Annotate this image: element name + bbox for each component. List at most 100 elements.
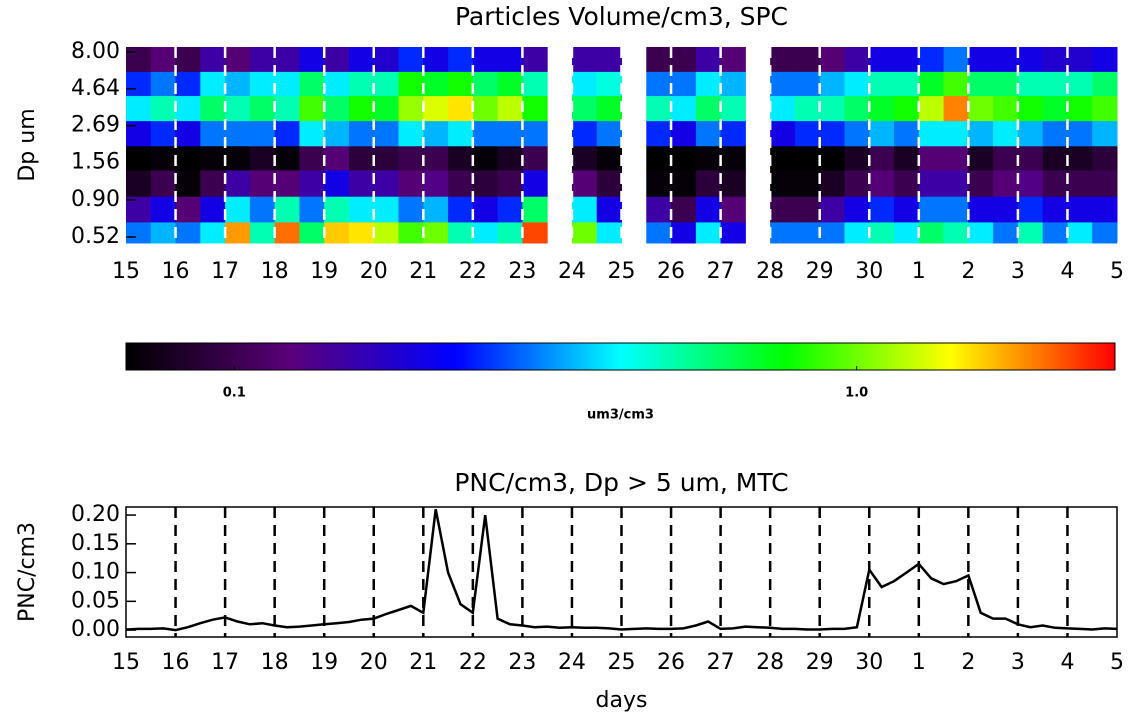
heatmap-cell — [720, 145, 746, 171]
heatmap-cell — [1067, 95, 1093, 122]
heatmap-cell — [150, 169, 177, 197]
colorbar-label: um3/cm3 — [587, 408, 654, 423]
heatmap-cell — [497, 71, 523, 97]
y-tick-label: 0.05 — [71, 588, 120, 613]
y-axis-label: Dp um — [15, 108, 40, 181]
heatmap-cell — [175, 169, 201, 197]
heatmap-cell — [844, 196, 870, 223]
heatmap-cell — [225, 95, 251, 122]
heatmap-cell — [869, 145, 895, 171]
heatmap-cell — [1092, 95, 1118, 122]
heatmap-cell — [249, 169, 276, 197]
heatmap-cell — [720, 47, 746, 72]
x-tick-label: 27 — [707, 259, 735, 284]
heatmap-cell — [869, 47, 895, 72]
heatmap-cell — [869, 95, 895, 122]
heatmap-cell — [126, 145, 152, 171]
heatmap-cell — [126, 71, 152, 97]
x-tick-label: 19 — [310, 650, 338, 675]
heatmap-cell — [720, 71, 746, 97]
heatmap-cell — [968, 47, 994, 72]
heatmap-cell — [398, 221, 424, 244]
heatmap-cell — [522, 120, 548, 147]
heatmap-cell — [274, 221, 300, 244]
heatmap-cell — [497, 120, 523, 147]
heatmap-cell — [126, 120, 152, 147]
heatmap-cells — [126, 47, 1118, 244]
heatmap-cell — [1042, 196, 1068, 223]
x-tick-label: 22 — [459, 650, 487, 675]
y-tick-label: 2.69 — [71, 113, 120, 138]
heatmap-cell — [448, 145, 474, 171]
heatmap-cell — [175, 95, 201, 122]
y-tick-label: 0.10 — [71, 560, 120, 585]
x-tick-label: 5 — [1110, 650, 1124, 675]
heatmap-cell — [918, 71, 945, 97]
heatmap-cell — [249, 196, 276, 223]
heatmap-cell — [373, 145, 400, 171]
heatmap-cell — [844, 169, 870, 197]
heatmap-cell — [869, 71, 895, 97]
heatmap-cell — [646, 120, 672, 147]
heatmap-cell — [720, 95, 746, 122]
heatmap-cell — [819, 71, 845, 97]
heatmap-cell — [1042, 95, 1068, 122]
heatmap-cell — [646, 196, 672, 223]
heatmap-cell — [943, 196, 969, 223]
heatmap-cell — [819, 95, 845, 122]
heatmap-cell — [373, 196, 400, 223]
heatmap-cell — [1017, 71, 1044, 97]
heatmap-cell — [968, 196, 994, 223]
heatmap-cell — [472, 221, 499, 244]
x-tick-label: 29 — [806, 259, 834, 284]
heatmap-cell — [968, 221, 994, 244]
x-tick-label: 18 — [261, 650, 289, 675]
heatmap-cell — [1042, 169, 1068, 197]
heatmap-cell — [497, 169, 523, 197]
heatmap-cell — [918, 221, 945, 244]
heatmap-cell — [373, 95, 400, 122]
heatmap-cell — [993, 169, 1019, 197]
x-tick-label: 19 — [310, 259, 338, 284]
chart-title: Particles Volume/cm3, SPC — [455, 2, 788, 31]
heatmap-cell — [1017, 221, 1044, 244]
heatmap-cell — [497, 196, 523, 223]
heatmap-cell — [720, 196, 746, 223]
y-axis-label: PNC/cm3 — [15, 522, 40, 622]
heatmap-cell — [423, 145, 449, 171]
heatmap-cell — [373, 71, 400, 97]
heatmap-cell — [150, 120, 177, 147]
heatmap-cell — [448, 95, 474, 122]
heatmap-cell — [472, 196, 499, 223]
x-tick-label: 15 — [112, 650, 140, 675]
heatmap-cell — [1067, 47, 1093, 72]
heatmap-cell — [571, 95, 598, 122]
heatmap-cell — [844, 120, 870, 147]
heatmap-cell — [1017, 47, 1044, 72]
heatmap-cell — [497, 145, 523, 171]
heatmap-cell — [918, 145, 945, 171]
heatmap-cell — [596, 120, 622, 147]
heatmap-cell — [150, 95, 177, 122]
heatmap-cell — [423, 95, 449, 122]
heatmap-cell — [522, 196, 548, 223]
heatmap-cell — [423, 196, 449, 223]
heatmap-cell — [274, 196, 300, 223]
heatmap-cell — [373, 47, 400, 72]
heatmap-cell — [571, 120, 598, 147]
heatmap-cell — [695, 120, 722, 147]
heatmap-cell — [918, 95, 945, 122]
heatmap-cell — [274, 169, 300, 197]
heatmap-cell — [249, 95, 276, 122]
heatmap-cell — [671, 120, 697, 147]
heatmap-cell — [646, 145, 672, 171]
heatmap-cell — [770, 196, 796, 223]
heatmap-cell — [175, 145, 201, 171]
heatmap-cell — [324, 221, 350, 244]
heatmap-cell — [398, 95, 424, 122]
y-tick-label: 0.00 — [71, 617, 120, 642]
x-tick-label: 24 — [558, 650, 586, 675]
heatmap-cell — [225, 120, 251, 147]
colorbar-tick-label: 0.1 — [223, 386, 246, 401]
